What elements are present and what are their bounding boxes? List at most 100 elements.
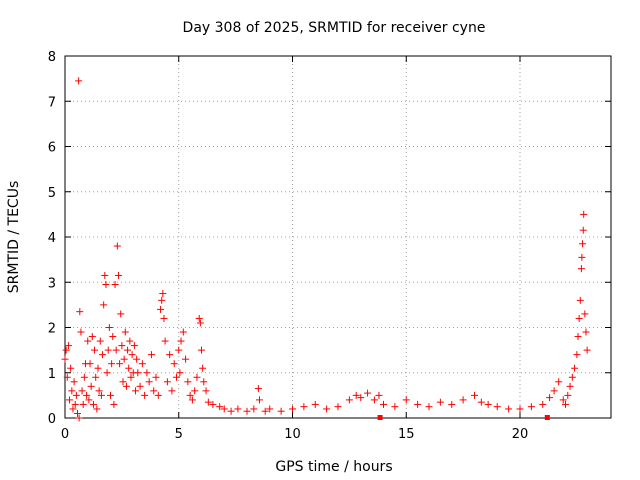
data-point	[583, 346, 591, 354]
data-point	[119, 378, 127, 386]
data-points	[61, 77, 591, 422]
data-point	[175, 346, 183, 354]
data-point	[111, 281, 119, 289]
axis-markers	[377, 415, 550, 420]
data-point	[62, 346, 70, 354]
data-point	[122, 382, 130, 390]
data-point	[566, 382, 574, 390]
data-point	[84, 337, 92, 345]
y-tick-label: 7	[48, 95, 56, 110]
data-point	[484, 400, 492, 408]
x-tick-label: 5	[175, 427, 183, 442]
data-point	[573, 351, 581, 359]
data-point	[110, 400, 118, 408]
data-point	[94, 364, 102, 372]
data-point	[170, 360, 178, 368]
data-point	[69, 405, 77, 413]
data-point	[357, 394, 365, 402]
data-point	[184, 378, 192, 386]
data-point	[220, 405, 228, 413]
data-point	[227, 407, 235, 415]
data-point	[161, 337, 169, 345]
data-point	[93, 405, 101, 413]
data-point	[147, 351, 155, 359]
data-point	[76, 308, 84, 316]
x-axis-label: GPS time / hours	[275, 459, 392, 475]
axis-marker	[377, 415, 383, 420]
data-point	[128, 351, 136, 359]
data-point	[582, 328, 590, 336]
y-tick-label: 1	[48, 367, 56, 382]
y-axis-label: SRMTID / TECUs	[6, 181, 22, 294]
data-point	[64, 342, 72, 350]
data-point	[85, 396, 93, 404]
data-point	[186, 391, 194, 399]
data-point	[63, 373, 71, 381]
data-point	[505, 405, 513, 413]
data-point	[99, 351, 107, 359]
data-point	[562, 400, 569, 408]
data-point	[143, 369, 151, 377]
x-tick-label: 10	[284, 427, 301, 442]
data-point	[199, 364, 207, 372]
data-point	[88, 333, 96, 341]
data-point	[352, 391, 360, 399]
data-point	[448, 400, 456, 408]
data-point	[133, 355, 141, 363]
chart-title: Day 308 of 2025, SRMTID for receiver cyn…	[183, 20, 486, 36]
data-point	[75, 414, 83, 422]
data-point	[86, 360, 94, 368]
data-point	[172, 373, 180, 381]
data-point	[102, 281, 110, 289]
data-point	[67, 364, 75, 372]
grid-lines	[65, 56, 611, 418]
data-point	[539, 400, 547, 408]
data-point	[191, 387, 199, 395]
data-point	[152, 373, 160, 381]
data-point	[77, 328, 85, 336]
y-tick-label: 8	[48, 50, 56, 65]
data-point	[459, 396, 467, 404]
data-point	[132, 387, 140, 395]
data-point	[391, 403, 399, 411]
data-point	[157, 305, 165, 313]
data-point	[261, 407, 269, 415]
data-point	[289, 405, 296, 413]
y-tick-label: 4	[48, 231, 56, 246]
data-point	[204, 398, 212, 406]
data-point	[198, 346, 205, 354]
y-tick-label: 5	[48, 186, 56, 201]
data-point	[103, 369, 111, 377]
data-point	[91, 346, 99, 354]
x-tick-label: 15	[398, 427, 415, 442]
data-point	[92, 373, 100, 381]
data-point	[117, 310, 125, 318]
data-point	[74, 409, 82, 417]
data-point	[527, 403, 535, 411]
data-point	[145, 378, 153, 386]
data-point	[124, 346, 132, 354]
data-point	[104, 346, 112, 354]
axis-ticks: 0 1 2 3 4 5 6 7 8 0 5 10 15 20	[48, 50, 611, 442]
x-tick-label: 0	[61, 427, 69, 442]
data-point	[96, 337, 104, 345]
data-point	[579, 226, 587, 234]
data-point	[126, 337, 134, 345]
data-point	[256, 396, 264, 404]
data-point	[107, 391, 114, 399]
data-point	[577, 265, 585, 273]
data-point	[550, 387, 558, 395]
data-point	[61, 355, 69, 363]
data-point	[209, 400, 217, 408]
data-point	[95, 387, 103, 395]
data-point	[87, 382, 95, 390]
data-point	[100, 301, 108, 309]
y-tick-label: 0	[48, 412, 56, 427]
data-point	[575, 314, 583, 322]
y-tick-label: 2	[48, 322, 56, 337]
data-point	[166, 351, 174, 359]
x-tick-label: 20	[512, 427, 529, 442]
data-point	[300, 403, 308, 411]
data-point	[477, 398, 485, 406]
data-point	[402, 396, 410, 404]
